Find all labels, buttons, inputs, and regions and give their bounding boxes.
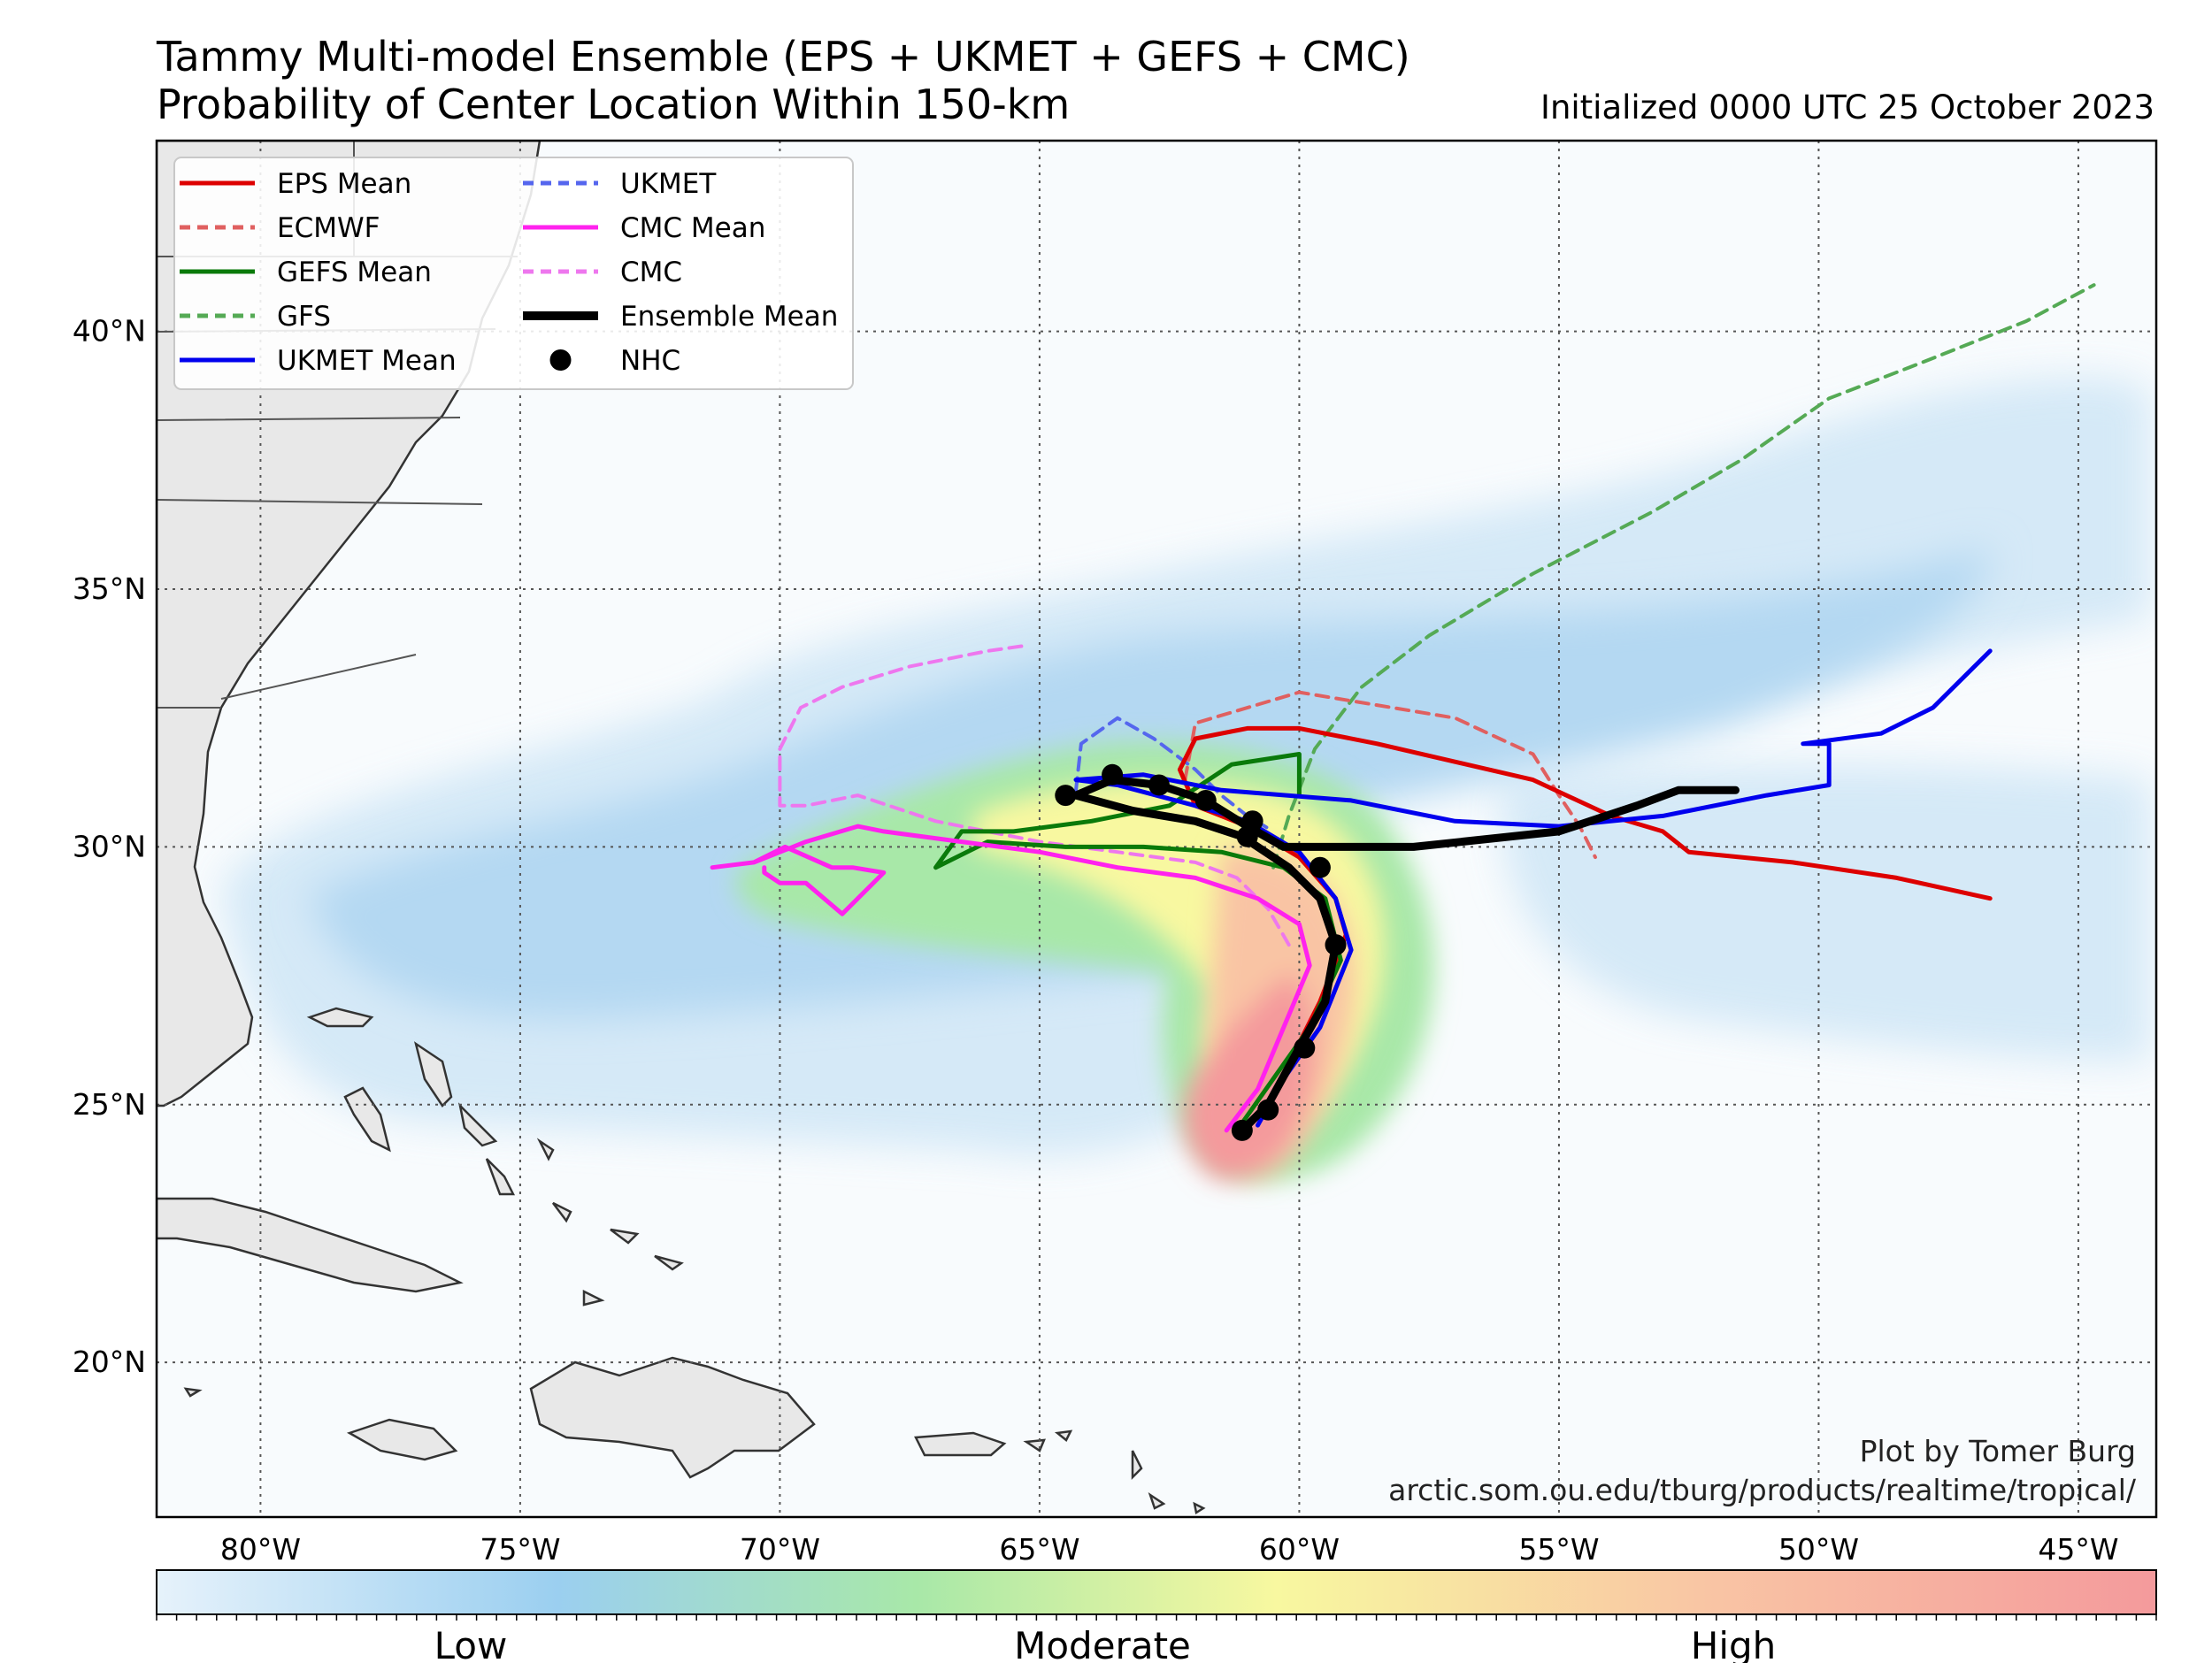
track-ukmet <box>1074 716 1276 833</box>
initialization-time: Initialized 0000 UTC 25 October 2023 <box>1540 88 2154 126</box>
credit-url: arctic.som.ou.edu/tburg/products/realtim… <box>1388 1473 2137 1507</box>
legend-label: ECMWF <box>277 212 380 244</box>
lon-tick-label: 50°W <box>1778 1532 1859 1567</box>
nhc-forecast-points <box>1055 763 1347 1141</box>
track-ukmet-mean <box>1073 648 1993 1128</box>
land-jamaica <box>346 1418 458 1461</box>
nhc-point <box>1231 1119 1253 1141</box>
chart-subtitle: Probability of Center Location Within 15… <box>157 80 1071 128</box>
probability-field-high <box>1183 847 1356 1181</box>
legend-item: GEFS Mean <box>180 257 432 288</box>
legend-label: CMC Mean <box>620 212 765 244</box>
legend-item: CMC Mean <box>523 212 765 244</box>
legend-label: UKMET Mean <box>277 345 457 377</box>
land-bahamas <box>183 1007 1206 1515</box>
nhc-point <box>1194 789 1217 811</box>
track-cmc <box>778 644 1291 947</box>
nhc-point <box>1102 763 1124 786</box>
track-ensemble-mean <box>1071 776 1740 1135</box>
legend-label: GEFS Mean <box>277 257 432 288</box>
legend-item: GFS <box>180 301 331 333</box>
gridlines <box>157 141 2156 1517</box>
lon-tick-label: 65°W <box>999 1532 1079 1567</box>
legend-label: CMC <box>620 257 682 288</box>
chart-title: Tammy Multi-model Ensemble (EPS + UKMET … <box>157 33 1410 80</box>
nhc-point <box>1055 785 1077 807</box>
legend-item: ECMWF <box>180 212 380 244</box>
legend-box <box>173 157 854 390</box>
lat-tick-label: 35°N <box>73 571 146 606</box>
legend-label: Ensemble Mean <box>620 301 838 333</box>
track-ecmwf <box>1183 690 1597 860</box>
lon-tick-label: 70°W <box>740 1532 820 1567</box>
legend-label: GFS <box>277 301 331 333</box>
nhc-point <box>1148 774 1170 796</box>
nhc-point <box>1294 1037 1316 1059</box>
colorbar-label-high: High <box>1691 1624 1777 1663</box>
colorbar-label-low: Low <box>434 1624 508 1663</box>
colorbar-ticks <box>156 1614 2157 1621</box>
legend-label: EPS Mean <box>277 168 411 200</box>
lon-tick-label: 75°W <box>480 1532 560 1567</box>
nhc-point <box>1257 1099 1279 1121</box>
legend-marker <box>549 349 572 371</box>
lat-tick-label: 20°N <box>73 1345 146 1379</box>
legend-item: UKMET <box>523 168 717 200</box>
lat-tick-label: 40°N <box>73 314 146 349</box>
colorbar-label-moderate: Moderate <box>1014 1624 1191 1663</box>
track-gfs <box>1271 283 2096 870</box>
map-frame <box>155 139 2158 1519</box>
lat-tick-label: 25°N <box>73 1087 146 1122</box>
land-cuba <box>157 1197 464 1293</box>
credit-author: Plot by Tomer Burg <box>1860 1434 2136 1468</box>
lon-tick-label: 80°W <box>220 1532 301 1567</box>
legend-item: CMC <box>523 257 682 288</box>
legend-label: UKMET <box>620 168 717 200</box>
track-gefs-mean <box>933 752 1343 1133</box>
nhc-point <box>1241 810 1263 832</box>
track-cmc-mean <box>710 824 1312 1133</box>
lon-tick-label: 45°W <box>2038 1532 2118 1567</box>
lat-tick-label: 30°N <box>73 829 146 863</box>
colorbar <box>156 1569 2157 1615</box>
lon-tick-label: 55°W <box>1518 1532 1599 1567</box>
land-hispaniola <box>529 1356 816 1479</box>
nhc-point <box>1325 934 1347 956</box>
legend-item: UKMET Mean <box>180 345 457 377</box>
legend-label: NHC <box>620 345 680 377</box>
legend-item: NHC <box>549 345 680 377</box>
model-tracks <box>710 283 2096 1135</box>
land-puerto-rico <box>914 1431 1007 1457</box>
longitude-labels: 80°W 75°W 70°W 65°W 60°W 55°W 50°W 45°W <box>220 1532 2119 1567</box>
latitude-labels: 20°N 25°N 30°N 35°N 40°N <box>73 314 146 1380</box>
legend: EPS Mean ECMWF GEFS Mean GFS UKMET Mean UKMET… <box>173 157 854 390</box>
legend-item: Ensemble Mean <box>523 301 838 333</box>
legend-item: EPS Mean <box>180 168 411 200</box>
nhc-point <box>1309 856 1331 878</box>
lon-tick-label: 60°W <box>1259 1532 1340 1567</box>
